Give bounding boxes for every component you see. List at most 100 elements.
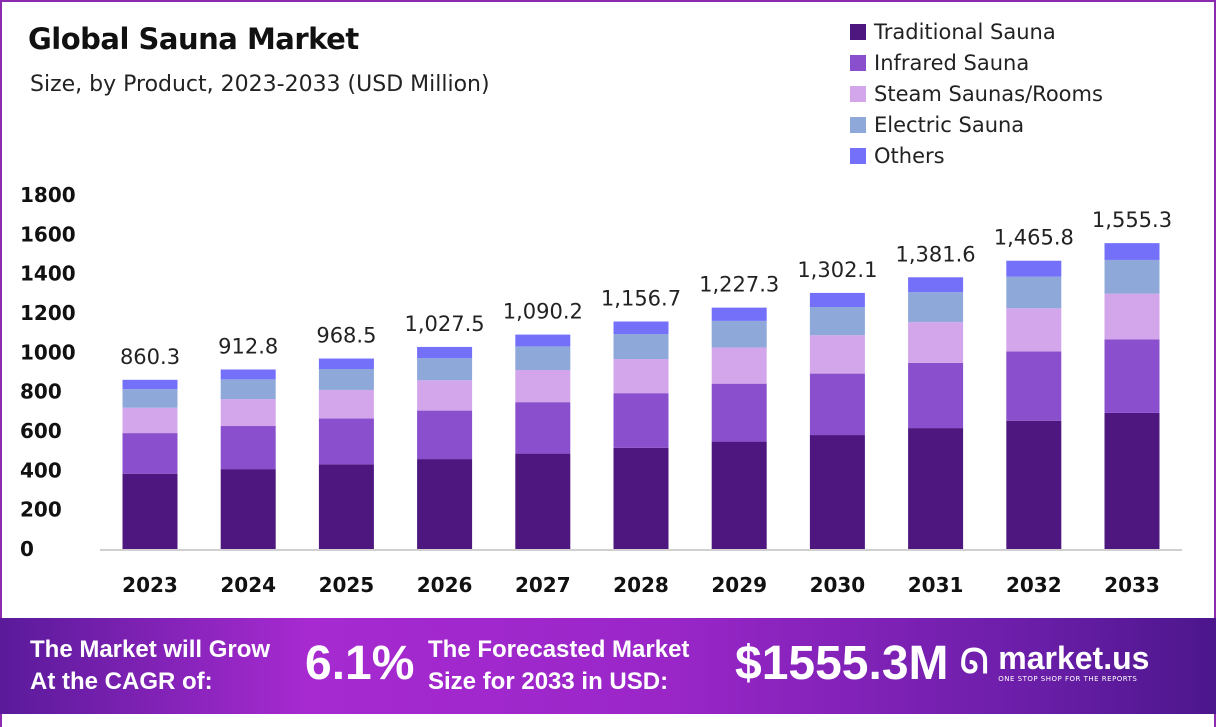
total-label: 912.8 bbox=[218, 334, 278, 358]
legend-label: Steam Saunas/Rooms bbox=[874, 81, 1103, 106]
bar-segment-others bbox=[122, 379, 178, 390]
bar-segment-traditional-sauna bbox=[417, 459, 473, 549]
bar-segment-infrared-sauna bbox=[711, 383, 767, 442]
cagr-label: The Market will Grow At the CAGR of: bbox=[30, 634, 270, 698]
x-tick-label: 2029 bbox=[711, 573, 767, 597]
y-tick-label: 1000 bbox=[20, 340, 76, 364]
cagr-label-line: At the CAGR of: bbox=[30, 668, 213, 695]
legend-swatch bbox=[850, 23, 866, 40]
bar-segment-infrared-sauna bbox=[809, 373, 865, 436]
legend-label: Traditional Sauna bbox=[874, 19, 1056, 44]
legend-item: Infrared Sauna bbox=[850, 47, 1103, 78]
bar-segment-electric-sauna bbox=[1104, 259, 1160, 294]
legend-swatch bbox=[850, 147, 866, 164]
forecast-value: $1555.3M bbox=[735, 637, 949, 690]
bar-segment-infrared-sauna bbox=[1104, 339, 1160, 413]
cagr-label-line: The Market will Grow bbox=[30, 636, 271, 663]
total-label: 1,302.1 bbox=[797, 258, 877, 282]
x-tick-label: 2031 bbox=[908, 573, 964, 597]
bar-segment-traditional-sauna bbox=[1104, 412, 1160, 549]
bar-segment-traditional-sauna bbox=[220, 469, 276, 549]
bar-segment-electric-sauna bbox=[122, 389, 178, 408]
y-tick-label: 1200 bbox=[20, 301, 76, 325]
bar-segment-steam-saunas-rooms bbox=[809, 335, 865, 374]
bar-segment-steam-saunas-rooms bbox=[1104, 293, 1160, 340]
x-tick-label: 2032 bbox=[1006, 573, 1062, 597]
legend-label: Infrared Sauna bbox=[874, 50, 1030, 75]
bar-segment-electric-sauna bbox=[711, 320, 767, 348]
legend-swatch bbox=[850, 85, 866, 102]
logo-text: market.us ONE STOP SHOP FOR THE REPORTS bbox=[998, 640, 1149, 683]
bar-segment-electric-sauna bbox=[417, 358, 473, 381]
cagr-value: 6.1% bbox=[305, 637, 415, 690]
forecast-label: The Forecasted Market Size for 2033 in US… bbox=[428, 634, 689, 698]
y-tick-label: 1800 bbox=[20, 183, 76, 207]
bar-segment-others bbox=[515, 334, 571, 347]
bar-segment-traditional-sauna bbox=[809, 435, 865, 549]
bar-segment-steam-saunas-rooms bbox=[1006, 308, 1062, 352]
bar-segment-others bbox=[613, 321, 669, 335]
legend-label: Others bbox=[874, 143, 945, 168]
bar-segment-traditional-sauna bbox=[515, 453, 571, 549]
bar-segment-steam-saunas-rooms bbox=[613, 359, 669, 394]
total-label: 1,381.6 bbox=[896, 242, 976, 266]
legend-swatch bbox=[850, 116, 866, 133]
bar-segment-others bbox=[1006, 260, 1062, 277]
x-tick-label: 2026 bbox=[417, 573, 473, 597]
bar-segment-steam-saunas-rooms bbox=[122, 407, 178, 434]
legend-label: Electric Sauna bbox=[874, 112, 1025, 137]
bar-segment-steam-saunas-rooms bbox=[417, 380, 473, 411]
bar-segment-electric-sauna bbox=[908, 292, 964, 323]
summary-banner: The Market will Grow At the CAGR of: 6.1%… bbox=[0, 618, 1216, 714]
bar-segment-others bbox=[809, 292, 865, 308]
bar-segment-steam-saunas-rooms bbox=[318, 389, 374, 419]
bar-chart: 0 200 400 600 800 1000 1200 1400 1600 1800 860.3 20… bbox=[20, 183, 1182, 597]
legend-item: Steam Saunas/Rooms bbox=[850, 78, 1103, 109]
legend: Traditional Sauna Infrared Sauna Steam S… bbox=[850, 16, 1103, 171]
forecast-label-line: Size for 2033 in USD: bbox=[428, 668, 669, 695]
total-label: 1,555.3 bbox=[1092, 208, 1172, 232]
bar-segment-traditional-sauna bbox=[1006, 420, 1062, 549]
logo-name: market.us bbox=[998, 640, 1150, 676]
bar-segment-traditional-sauna bbox=[122, 473, 178, 549]
bar-segment-steam-saunas-rooms bbox=[908, 322, 964, 363]
bar-segment-electric-sauna bbox=[318, 369, 374, 390]
logo-tagline: ONE STOP SHOP FOR THE REPORTS bbox=[998, 675, 1138, 683]
x-tick-label: 2024 bbox=[220, 573, 276, 597]
bar-segment-electric-sauna bbox=[220, 379, 276, 400]
y-tick-label: 600 bbox=[20, 419, 62, 443]
bar-segment-infrared-sauna bbox=[220, 426, 276, 470]
y-tick-label: 400 bbox=[20, 458, 62, 482]
total-label: 1,090.2 bbox=[503, 300, 583, 324]
bar-segment-others bbox=[220, 369, 276, 380]
legend-item: Traditional Sauna bbox=[850, 16, 1103, 47]
y-tick-label: 1400 bbox=[20, 262, 76, 286]
x-tick-label: 2025 bbox=[319, 573, 375, 597]
bar-segment-infrared-sauna bbox=[515, 402, 571, 454]
total-label: 1,027.5 bbox=[405, 312, 485, 336]
legend-item: Others bbox=[850, 140, 1103, 171]
total-label: 1,156.7 bbox=[601, 287, 681, 311]
x-tick-label: 2023 bbox=[122, 573, 178, 597]
bar-segment-infrared-sauna bbox=[417, 410, 473, 460]
total-label: 1,227.3 bbox=[699, 273, 779, 297]
bar-segment-infrared-sauna bbox=[1006, 351, 1062, 421]
total-label: 1,465.8 bbox=[994, 226, 1074, 250]
bar-segment-electric-sauna bbox=[613, 334, 669, 360]
bar-segment-others bbox=[711, 307, 767, 321]
bar-segment-infrared-sauna bbox=[613, 393, 669, 448]
x-tick-label: 2033 bbox=[1104, 573, 1160, 597]
y-tick-label: 200 bbox=[20, 498, 62, 522]
bar-segment-traditional-sauna bbox=[613, 447, 669, 549]
y-tick-label: 800 bbox=[20, 380, 62, 404]
bar-segment-steam-saunas-rooms bbox=[220, 399, 276, 427]
y-tick-label: 1600 bbox=[20, 222, 76, 246]
bar-segment-steam-saunas-rooms bbox=[515, 369, 571, 403]
bar-segment-others bbox=[1104, 243, 1160, 260]
bar-segment-traditional-sauna bbox=[711, 441, 767, 549]
bar-segment-infrared-sauna bbox=[318, 418, 374, 465]
bar-segment-electric-sauna bbox=[809, 307, 865, 336]
bar-segment-electric-sauna bbox=[515, 346, 571, 370]
x-tick-label: 2027 bbox=[515, 573, 571, 597]
